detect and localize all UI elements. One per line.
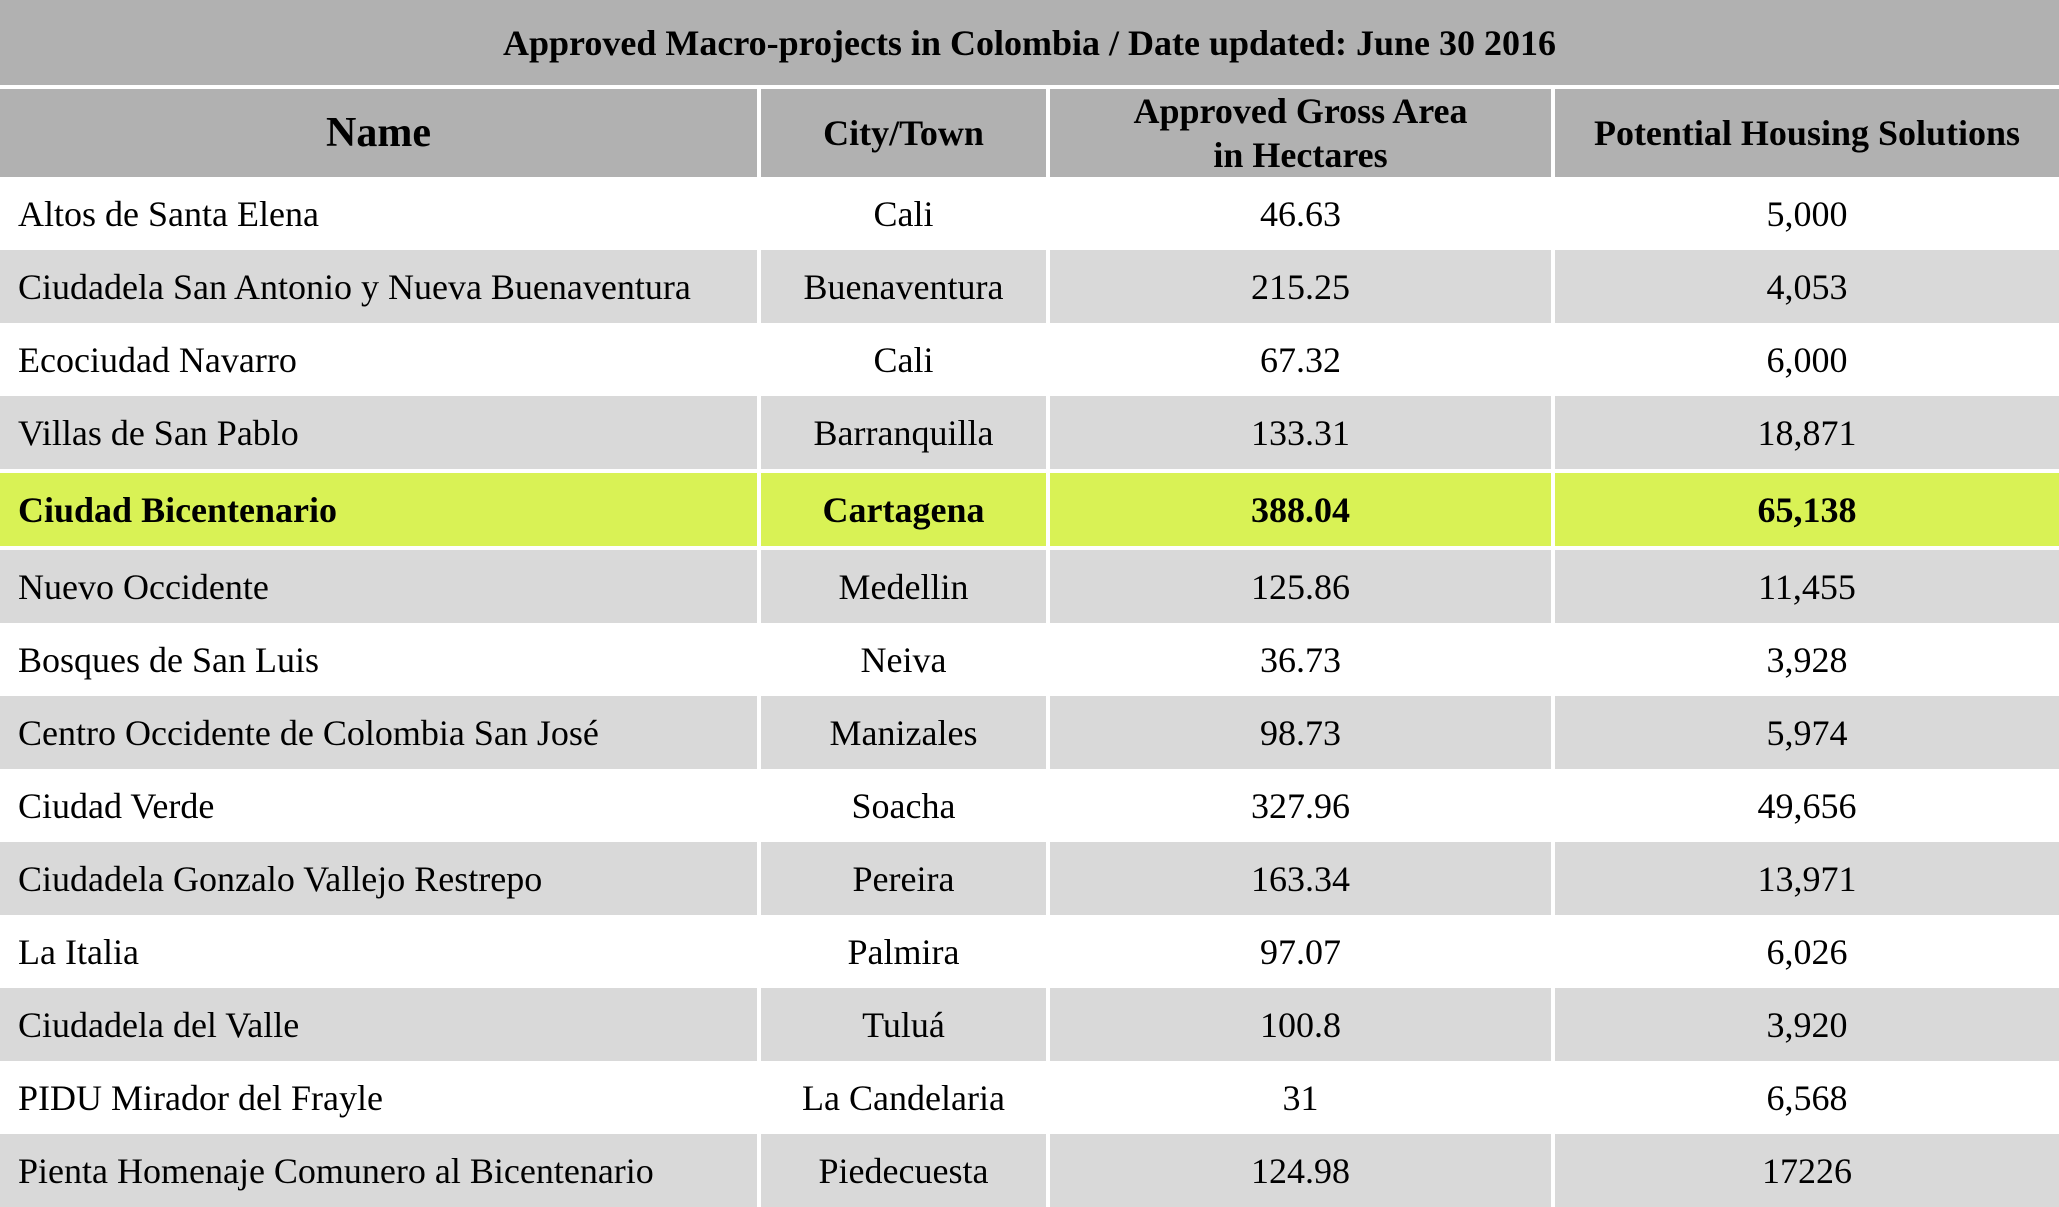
cell-name: Ciudad Verde (0, 769, 761, 842)
cell-city: Buenaventura (757, 250, 1050, 323)
cell-area: 36.73 (1046, 623, 1555, 696)
header-name: Name (0, 89, 761, 177)
table-row: Nuevo Occidente Medellin 125.86 11,455 (0, 548, 2059, 623)
cell-housing: 13,971 (1551, 842, 2059, 915)
header-area-line2: in Hectares (1213, 135, 1388, 175)
table-row: Altos de Santa Elena Cali 46.63 5,000 (0, 177, 2059, 250)
cell-name: Ciudadela Gonzalo Vallejo Restrepo (0, 842, 761, 915)
cell-name: Altos de Santa Elena (0, 177, 761, 250)
cell-housing: 65,138 (1551, 471, 2059, 548)
cell-area: 46.63 (1046, 177, 1555, 250)
cell-name: Ciudadela San Antonio y Nueva Buenaventu… (0, 250, 761, 323)
cell-name: Villas de San Pablo (0, 396, 761, 471)
cell-housing: 5,974 (1551, 696, 2059, 769)
cell-housing: 6,000 (1551, 323, 2059, 396)
cell-city: Tuluá (757, 988, 1050, 1061)
header-area: Approved Gross Area in Hectares (1046, 89, 1555, 177)
table-row: Ciudadela Gonzalo Vallejo Restrepo Perei… (0, 842, 2059, 915)
cell-city: Soacha (757, 769, 1050, 842)
cell-city: Medellin (757, 548, 1050, 623)
cell-name: La Italia (0, 915, 761, 988)
table-row: Ciudadela del Valle Tuluá 100.8 3,920 (0, 988, 2059, 1061)
cell-city: Manizales (757, 696, 1050, 769)
header-area-line1: Approved Gross Area (1133, 91, 1468, 131)
table-row: La Italia Palmira 97.07 6,026 (0, 915, 2059, 988)
cell-city: Palmira (757, 915, 1050, 988)
table-row: Ciudad Verde Soacha 327.96 49,656 (0, 769, 2059, 842)
cell-name: Bosques de San Luis (0, 623, 761, 696)
header-city: City/Town (757, 89, 1050, 177)
cell-city: Cartagena (757, 471, 1050, 548)
cell-area: 163.34 (1046, 842, 1555, 915)
cell-area: 100.8 (1046, 988, 1555, 1061)
cell-housing: 5,000 (1551, 177, 2059, 250)
table-title: Approved Macro-projects in Colombia / Da… (0, 0, 2059, 85)
cell-housing: 3,920 (1551, 988, 2059, 1061)
cell-housing: 17226 (1551, 1134, 2059, 1207)
table-row: Ecociudad Navarro Cali 67.32 6,000 (0, 323, 2059, 396)
cell-city: Barranquilla (757, 396, 1050, 471)
cell-housing: 4,053 (1551, 250, 2059, 323)
table-row: Centro Occidente de Colombia San José Ma… (0, 696, 2059, 769)
table-row: Ciudadela San Antonio y Nueva Buenaventu… (0, 250, 2059, 323)
cell-name: Centro Occidente de Colombia San José (0, 696, 761, 769)
cell-housing: 18,871 (1551, 396, 2059, 471)
header-row: Name City/Town Approved Gross Area in He… (0, 89, 2059, 177)
table-row: Bosques de San Luis Neiva 36.73 3,928 (0, 623, 2059, 696)
cell-name: Ciudadela del Valle (0, 988, 761, 1061)
cell-area: 388.04 (1046, 471, 1555, 548)
cell-city: Pereira (757, 842, 1050, 915)
cell-area: 327.96 (1046, 769, 1555, 842)
cell-name: Pienta Homenaje Comunero al Bicentenario (0, 1134, 761, 1207)
cell-housing: 11,455 (1551, 548, 2059, 623)
cell-area: 215.25 (1046, 250, 1555, 323)
macro-projects-table: Name City/Town Approved Gross Area in He… (0, 89, 2059, 1207)
title-separator (0, 85, 2059, 89)
cell-city: Cali (757, 323, 1050, 396)
cell-housing: 6,568 (1551, 1061, 2059, 1134)
cell-city: Cali (757, 177, 1050, 250)
cell-city: Piedecuesta (757, 1134, 1050, 1207)
cell-name: PIDU Mirador del Frayle (0, 1061, 761, 1134)
cell-area: 31 (1046, 1061, 1555, 1134)
cell-area: 124.98 (1046, 1134, 1555, 1207)
cell-area: 67.32 (1046, 323, 1555, 396)
cell-housing: 49,656 (1551, 769, 2059, 842)
header-housing: Potential Housing Solutions (1551, 89, 2059, 177)
cell-area: 133.31 (1046, 396, 1555, 471)
cell-city: La Candelaria (757, 1061, 1050, 1134)
cell-area: 98.73 (1046, 696, 1555, 769)
cell-name: Nuevo Occidente (0, 548, 761, 623)
table-row-highlighted: Ciudad Bicentenario Cartagena 388.04 65,… (0, 471, 2059, 548)
cell-city: Neiva (757, 623, 1050, 696)
cell-housing: 3,928 (1551, 623, 2059, 696)
cell-name: Ciudad Bicentenario (0, 471, 761, 548)
table-row: PIDU Mirador del Frayle La Candelaria 31… (0, 1061, 2059, 1134)
cell-housing: 6,026 (1551, 915, 2059, 988)
cell-area: 97.07 (1046, 915, 1555, 988)
table-row: Pienta Homenaje Comunero al Bicentenario… (0, 1134, 2059, 1207)
cell-name: Ecociudad Navarro (0, 323, 761, 396)
table-row: Villas de San Pablo Barranquilla 133.31 … (0, 396, 2059, 471)
cell-area: 125.86 (1046, 548, 1555, 623)
